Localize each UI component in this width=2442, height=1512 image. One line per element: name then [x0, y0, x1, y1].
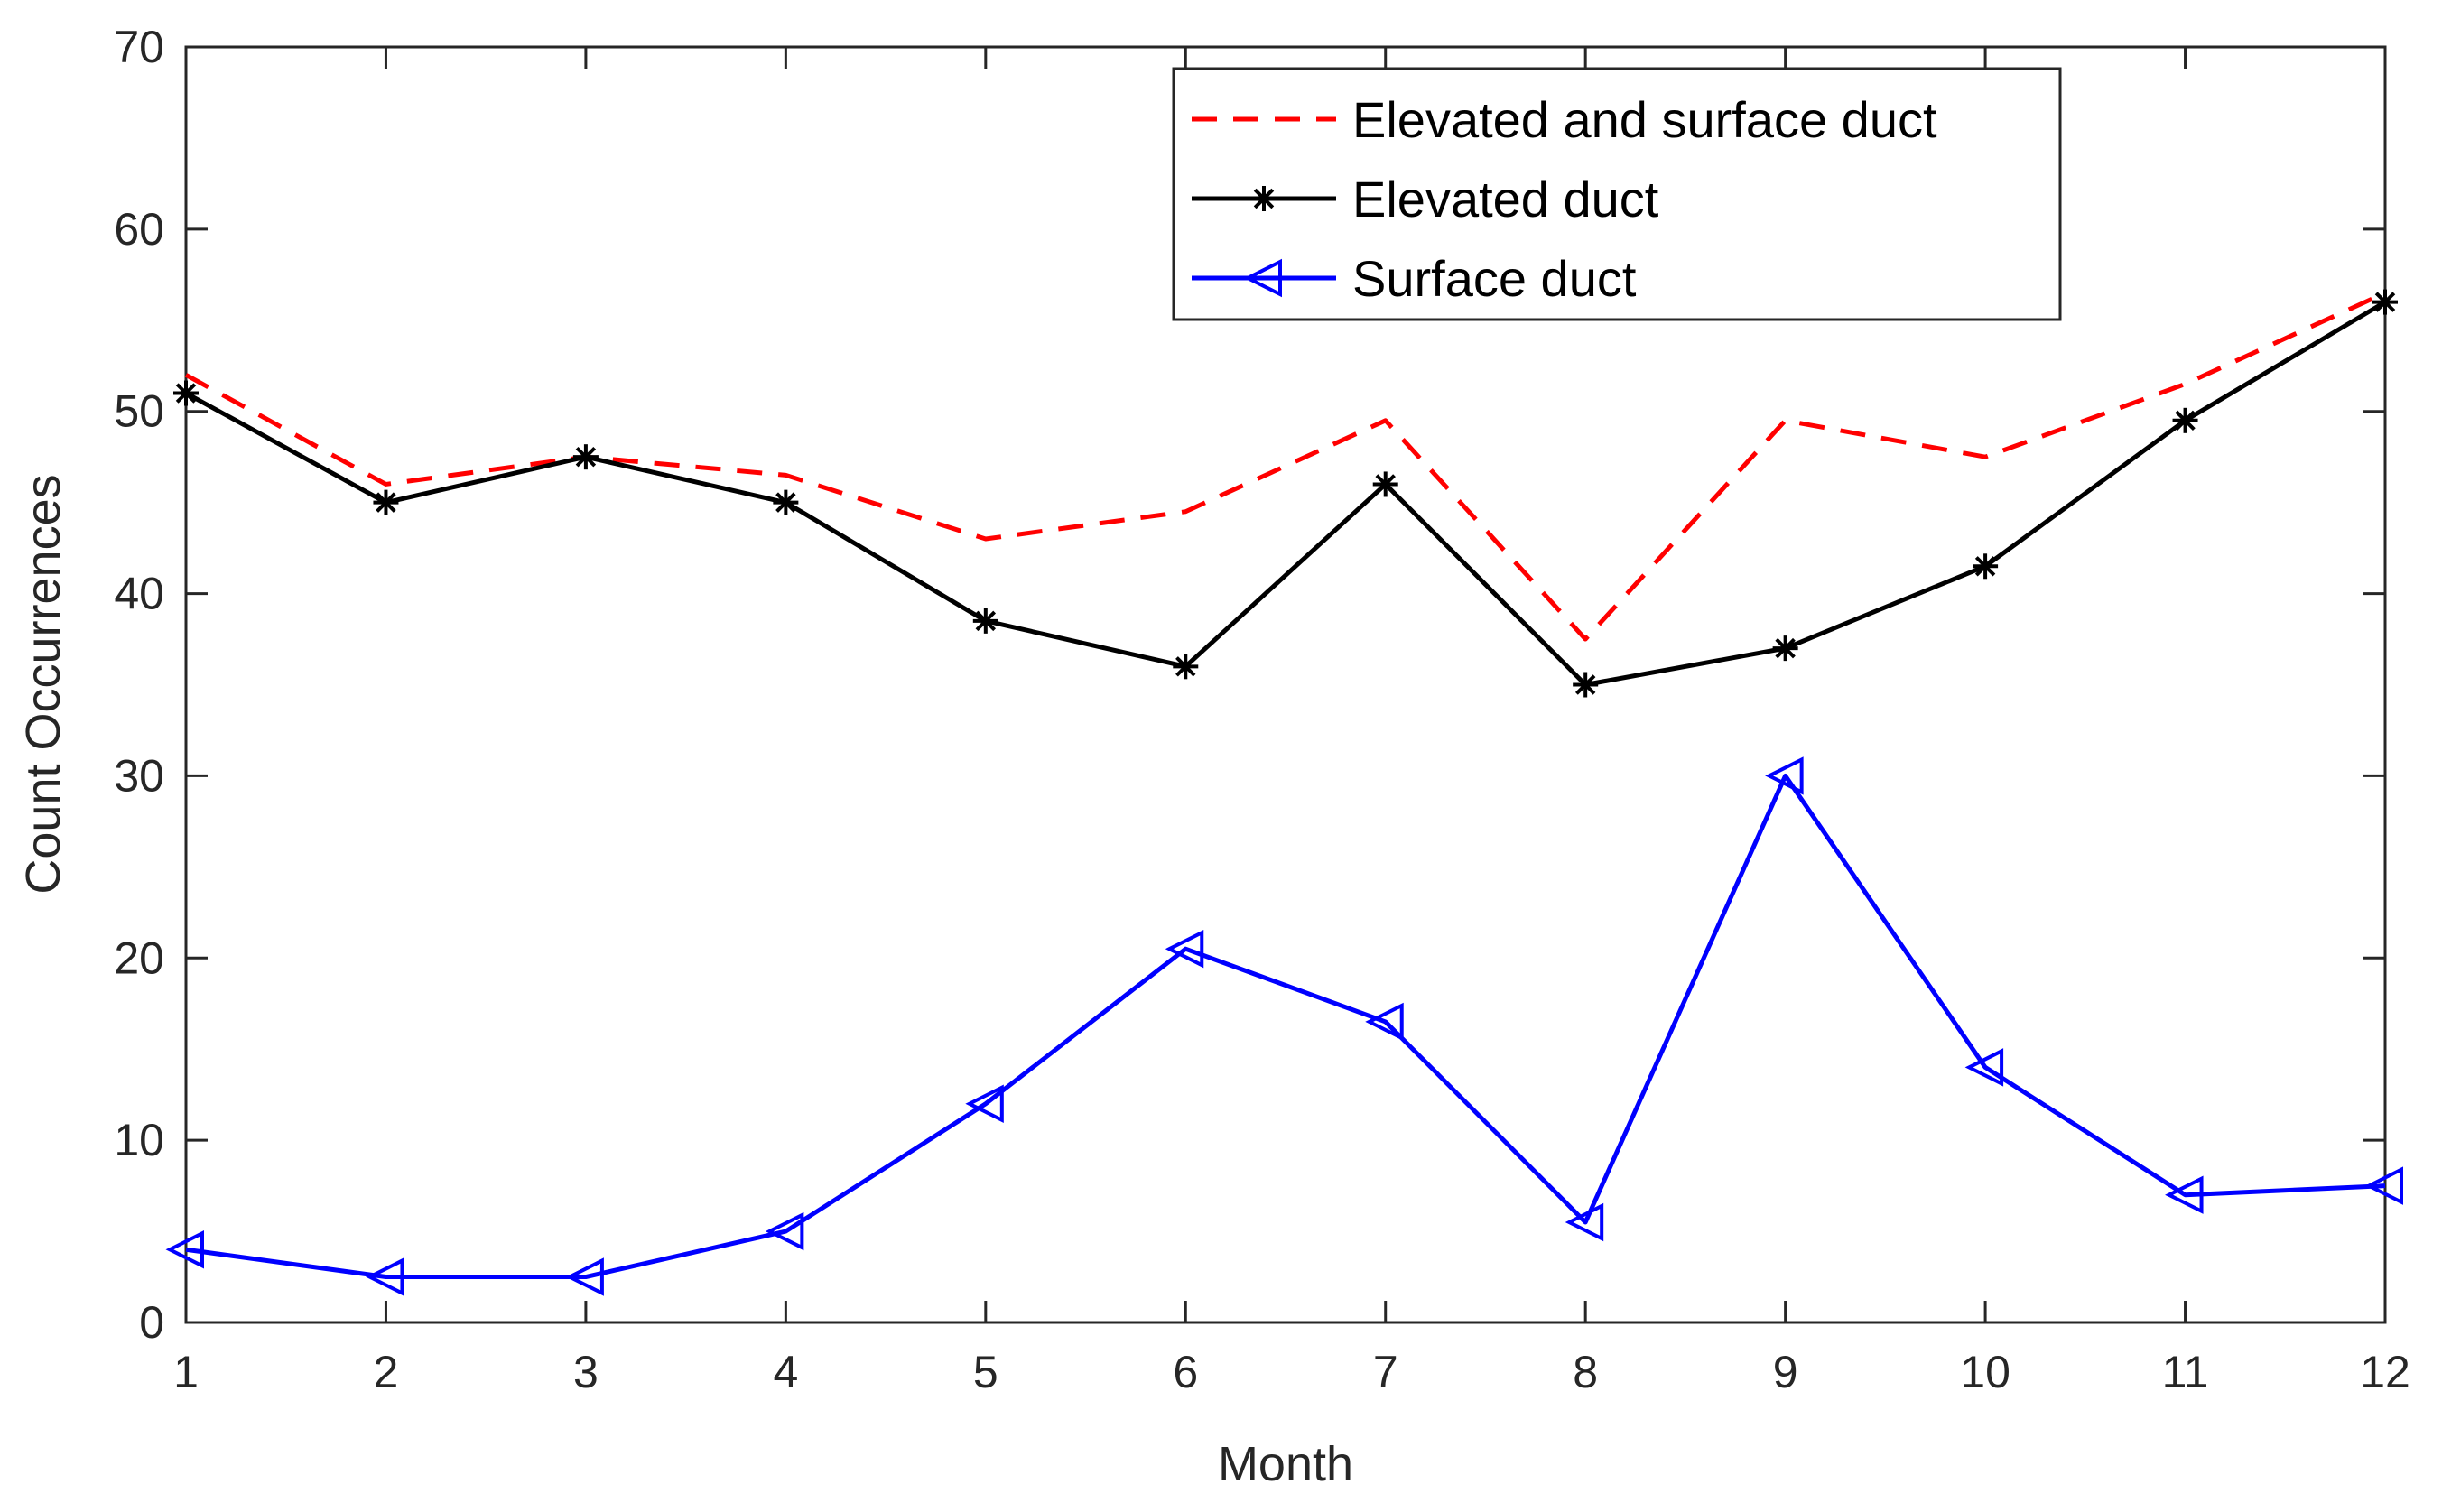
data-point-surface-duct: [1765, 756, 1804, 795]
legend-marker-surface-duct: [1243, 258, 1282, 298]
data-point-elevated-duct: [1772, 635, 1798, 662]
x-tick-label: 1: [173, 1347, 199, 1397]
x-tick-label: 12: [2360, 1347, 2410, 1397]
y-tick-label: 70: [114, 22, 164, 72]
x-tick-label: 10: [1960, 1347, 2010, 1397]
x-tick-label: 6: [1173, 1347, 1198, 1397]
series-line-elevated-and-surface-duct: [184, 291, 2387, 642]
y-tick-label: 60: [114, 204, 164, 255]
data-point-surface-duct: [365, 1257, 404, 1296]
data-point-surface-duct: [165, 1230, 204, 1269]
data-point-elevated-duct: [2172, 407, 2198, 433]
data-point-surface-duct: [1165, 929, 1204, 969]
y-tick-label: 0: [139, 1297, 164, 1348]
data-point-elevated-duct: [972, 608, 998, 634]
data-point-elevated-duct: [1573, 672, 1599, 698]
x-tick-label: 11: [2162, 1347, 2209, 1397]
data-point-surface-duct: [2165, 1175, 2204, 1214]
y-tick-label: 10: [114, 1115, 164, 1165]
data-point-surface-duct: [1565, 1202, 1604, 1242]
data-point-surface-duct: [1964, 1048, 2004, 1087]
data-point-elevated-duct: [2372, 289, 2398, 315]
legend: Elevated and surface duct Elevated duct …: [1172, 67, 2062, 321]
x-tick-label: 3: [573, 1347, 599, 1397]
legend-label-surface-duct: Surface duct: [1352, 250, 1637, 307]
series-line-elevated-duct: [184, 300, 2387, 687]
y-axis-title: Count Occurrences: [16, 474, 70, 894]
legend-label-elevated-and-surface-duct: Elevated and surface duct: [1352, 91, 1937, 148]
series-line-surface-duct: [185, 773, 2386, 1280]
legend-label-elevated-duct: Elevated duct: [1352, 171, 1659, 227]
x-tick-label: 7: [1373, 1347, 1398, 1397]
data-point-surface-duct: [565, 1257, 604, 1296]
data-point-surface-duct: [965, 1084, 1004, 1124]
data-point-elevated-duct: [173, 380, 199, 406]
legend-items: [1192, 116, 1336, 298]
y-tick-label: 30: [114, 750, 164, 801]
data-point-elevated-duct: [773, 489, 799, 515]
data-point-surface-duct: [765, 1211, 804, 1251]
x-tick-label: 9: [1773, 1347, 1798, 1397]
data-point-surface-duct: [2364, 1166, 2403, 1205]
series-layer: [165, 289, 2403, 1296]
data-point-elevated-duct: [1372, 471, 1398, 497]
data-point-elevated-duct: [1173, 654, 1199, 680]
data-point-elevated-duct: [572, 444, 599, 470]
data-point-elevated-duct: [1973, 553, 1999, 580]
x-tick-label: 2: [374, 1347, 399, 1397]
x-tick-label: 5: [973, 1347, 998, 1397]
y-tick-label: 40: [114, 569, 164, 619]
legend-marker-elevated-duct: [1251, 186, 1277, 211]
data-point-elevated-duct: [373, 489, 399, 515]
y-tick-label: 50: [114, 386, 164, 437]
x-tick-label: 4: [773, 1347, 798, 1397]
y-tick-label: 20: [114, 932, 164, 983]
x-tick-label: 8: [1573, 1347, 1598, 1397]
data-point-surface-duct: [1365, 1002, 1404, 1042]
x-axis-title: Month: [1218, 1437, 1353, 1491]
